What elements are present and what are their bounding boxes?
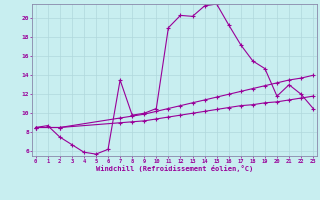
X-axis label: Windchill (Refroidissement éolien,°C): Windchill (Refroidissement éolien,°C) — [96, 165, 253, 172]
